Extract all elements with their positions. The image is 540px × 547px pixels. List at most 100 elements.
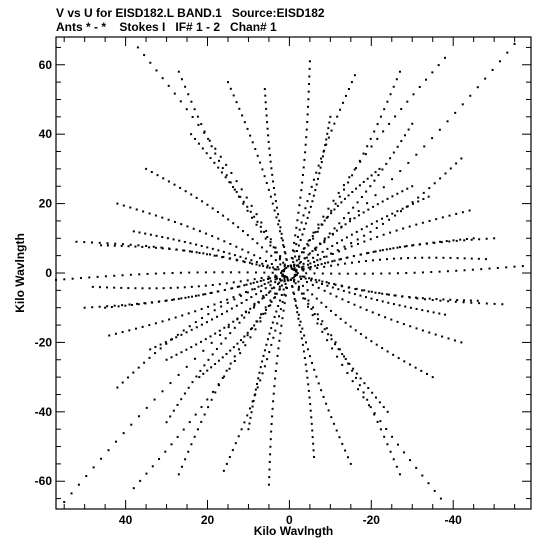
uv-point (183, 240, 186, 243)
uv-point (283, 263, 286, 266)
uv-point (139, 479, 142, 482)
uv-point (331, 252, 334, 255)
uv-point (294, 282, 297, 285)
uv-point (254, 271, 257, 274)
uv-point (209, 253, 212, 256)
uv-point (269, 438, 272, 441)
uv-point (337, 191, 340, 194)
uv-point (265, 182, 268, 185)
uv-point (460, 341, 463, 344)
uv-point (233, 298, 236, 301)
uv-point (381, 222, 384, 225)
uv-point (366, 145, 369, 148)
uv-point (348, 291, 351, 294)
uv-point (327, 261, 330, 264)
uv-point (236, 342, 239, 345)
uv-point (273, 209, 276, 212)
uv-point (168, 318, 171, 321)
uv-point (403, 245, 406, 248)
uv-point (303, 158, 306, 161)
uv-point (274, 281, 277, 284)
uv-point (256, 320, 259, 323)
uv-point (304, 151, 307, 154)
uv-point (291, 277, 294, 280)
uv-point (276, 354, 279, 357)
uv-point (392, 353, 395, 356)
uv-point (239, 352, 242, 355)
uv-point (461, 103, 464, 106)
uv-point (260, 276, 263, 279)
uv-point (401, 207, 404, 210)
uv-point (206, 369, 209, 372)
uv-point (217, 359, 220, 362)
uv-point (385, 293, 388, 296)
uv-point (306, 263, 309, 266)
uv-point (331, 232, 334, 235)
uv-point (329, 292, 332, 295)
uv-point (373, 130, 376, 133)
uv-point (225, 310, 228, 313)
uv-point (319, 243, 322, 246)
uv-point (188, 421, 191, 424)
uv-point (392, 303, 395, 306)
uv-point (478, 238, 481, 241)
uv-point (307, 299, 310, 302)
uv-point (255, 261, 258, 264)
uv-point (379, 115, 382, 118)
uv-point (309, 266, 312, 269)
uv-point (250, 411, 253, 414)
uv-point (339, 317, 342, 320)
uv-point (174, 316, 177, 319)
uv-point (324, 262, 327, 265)
uv-point (377, 313, 380, 316)
uv-point (341, 298, 344, 301)
uv-point (242, 260, 245, 263)
uv-point (195, 343, 198, 346)
uv-point (192, 227, 195, 230)
uv-point (371, 259, 374, 262)
uv-point (360, 228, 363, 231)
uv-point (352, 367, 355, 370)
uv-point (327, 333, 330, 336)
uv-point (305, 280, 308, 283)
uv-point (263, 365, 266, 368)
uv-point (269, 277, 272, 280)
uv-point (394, 294, 397, 297)
uv-point (260, 221, 263, 224)
uv-point (152, 245, 155, 248)
uv-point (268, 476, 271, 479)
uv-point (329, 309, 332, 312)
uv-point (311, 293, 314, 296)
uv-point (435, 256, 438, 259)
uv-point (138, 273, 141, 276)
uv-point (246, 279, 249, 282)
uv-point (121, 274, 124, 277)
uv-point (165, 421, 168, 424)
uv-point (151, 301, 154, 304)
uv-point (273, 193, 276, 196)
uv-point (439, 299, 442, 302)
uv-point (183, 249, 186, 252)
uv-point (185, 348, 188, 351)
uv-point (398, 473, 401, 476)
uv-point (254, 328, 257, 331)
uv-point (353, 74, 356, 77)
uv-point (113, 274, 116, 277)
uv-point (114, 332, 117, 335)
uv-point (278, 258, 281, 261)
uv-point (199, 340, 202, 343)
uv-point (327, 127, 330, 130)
uv-point (190, 346, 193, 349)
uv-point (444, 172, 447, 175)
uv-point (312, 194, 315, 197)
uv-point (206, 253, 209, 256)
uv-point (333, 122, 336, 125)
uv-point (330, 209, 333, 212)
uv-point (366, 398, 369, 401)
uv-point (71, 277, 74, 280)
uv-point (311, 436, 314, 439)
uv-point (249, 134, 252, 137)
uv-point (228, 456, 231, 459)
uv-point (317, 164, 320, 167)
uv-point (315, 183, 318, 186)
